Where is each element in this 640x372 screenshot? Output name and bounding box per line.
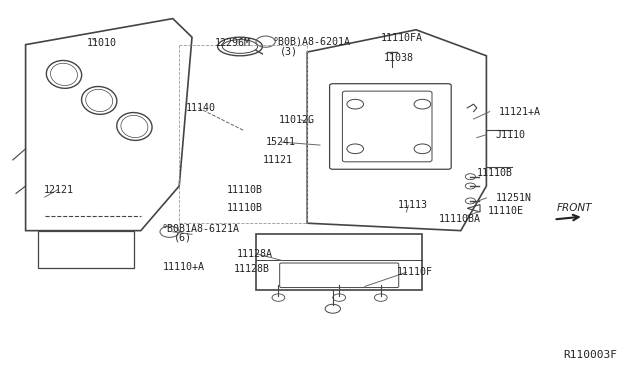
Text: 15241: 15241 <box>266 137 296 147</box>
Text: 11110F: 11110F <box>397 267 433 277</box>
Text: 11110+A: 11110+A <box>163 262 205 272</box>
Text: °B0B)A8-6201A: °B0B)A8-6201A <box>272 37 350 46</box>
Text: °B0B1A8-6121A: °B0B1A8-6121A <box>162 224 240 234</box>
Text: R110003F: R110003F <box>564 350 618 360</box>
Text: 12296M: 12296M <box>214 38 250 48</box>
Text: 11110B: 11110B <box>227 203 263 213</box>
Text: 11121: 11121 <box>262 155 292 165</box>
Text: (6): (6) <box>174 232 192 242</box>
Text: 11110FA: 11110FA <box>381 33 423 43</box>
Text: 11110B: 11110B <box>227 186 263 195</box>
Text: (3): (3) <box>280 46 298 56</box>
Text: 11113: 11113 <box>398 201 428 210</box>
Text: 11110B: 11110B <box>477 168 513 178</box>
Text: 11128B: 11128B <box>234 264 269 273</box>
Text: 11128A: 11128A <box>237 249 273 259</box>
Text: 11110BA: 11110BA <box>438 215 481 224</box>
Text: FRONT: FRONT <box>557 203 592 213</box>
Text: 11010: 11010 <box>86 38 116 48</box>
Text: 11121+A: 11121+A <box>499 107 541 116</box>
Text: J1110: J1110 <box>496 130 526 140</box>
Text: 11012G: 11012G <box>278 115 314 125</box>
Text: 11110E: 11110E <box>488 206 524 216</box>
Text: 11140: 11140 <box>186 103 216 113</box>
Text: 11038: 11038 <box>384 53 414 62</box>
Text: 11251N: 11251N <box>496 193 532 203</box>
Text: 12121: 12121 <box>44 185 74 195</box>
